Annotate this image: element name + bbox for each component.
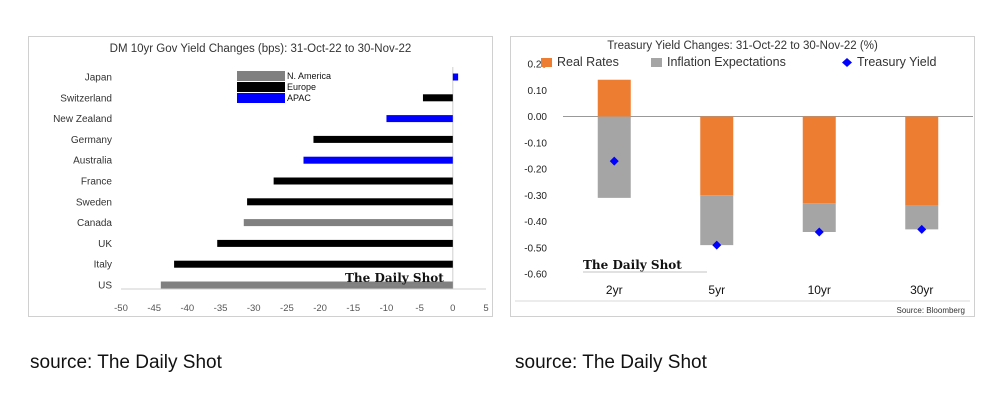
legend-swatch	[237, 82, 285, 92]
real-rates-bar	[905, 116, 939, 206]
y-tick-label: -0.40	[524, 217, 547, 228]
bar	[386, 115, 453, 123]
category-label: Germany	[71, 135, 112, 146]
category-label: Italy	[94, 260, 112, 271]
legend-label: Inflation Expectations	[667, 55, 786, 69]
source-note: Source: Bloomberg	[897, 306, 965, 315]
right-chart-svg: 0.20 0.10 0.00 -0.10 -0.20 -0.30 -0.40 -0.50 -0.…	[515, 55, 973, 315]
bar	[452, 73, 459, 81]
left-chart-svg: Japan Switzerland New Zealand Germany Austra…	[53, 67, 489, 314]
real-rates-bar	[700, 116, 734, 196]
y-tick-label: -0.60	[524, 270, 547, 281]
left-chart-title: DM 10yr Gov Yield Changes (bps): 31-Oct-…	[109, 43, 412, 55]
legend-label: Real Rates	[557, 55, 619, 69]
y-tick-label: -0.50	[524, 243, 547, 254]
treasury-yield-marker	[712, 240, 722, 250]
inflation-expectations-bar	[905, 205, 939, 230]
y-tick-label: -0.30	[524, 191, 547, 202]
y-tick-label: -0.10	[524, 138, 547, 149]
treasury-chart-panel: Treasury Yield Changes: 31-Oct-22 to 30-…	[510, 36, 975, 317]
category-label: 30yr	[910, 283, 933, 297]
legend-swatch	[237, 71, 285, 81]
legend-label: Europe	[287, 82, 316, 92]
left-source-caption: source: The Daily Shot	[30, 352, 222, 373]
x-tick-label: -45	[147, 303, 161, 314]
x-tick-label: -35	[214, 303, 228, 314]
category-label: 5yr	[708, 283, 725, 297]
x-tick-label: -40	[180, 303, 194, 314]
x-tick-label: 5	[483, 303, 488, 314]
right-chart-title: Treasury Yield Changes: 31-Oct-22 to 30-…	[607, 40, 878, 52]
x-tick-label: -50	[114, 303, 128, 314]
category-label: Sweden	[76, 197, 112, 208]
category-label: US	[98, 281, 112, 292]
daily-shot-logo: The Daily Shot	[583, 258, 682, 272]
bar	[217, 239, 453, 247]
category-label: France	[81, 177, 113, 188]
x-tick-label: -25	[280, 303, 294, 314]
bar	[313, 135, 453, 143]
bar	[422, 94, 453, 102]
bar	[273, 177, 453, 185]
category-label: New Zealand	[53, 114, 112, 125]
x-tick-label: -15	[346, 303, 360, 314]
legend-swatch-real-rates	[541, 58, 552, 67]
daily-shot-logo: The Daily Shot	[345, 271, 444, 285]
category-label: 10yr	[808, 283, 831, 297]
legend-swatch-treasury-yield	[842, 58, 852, 67]
category-label: Japan	[85, 73, 112, 84]
treasury-yield-marker	[814, 227, 824, 237]
category-label: Canada	[77, 218, 112, 229]
legend-label: APAC	[287, 93, 311, 103]
real-rates-bar	[802, 116, 836, 204]
real-rates-bar	[597, 79, 631, 117]
bar	[243, 219, 453, 227]
inflation-expectations-bar	[802, 203, 836, 232]
right-source-caption: source: The Daily Shot	[515, 352, 707, 373]
y-tick-label: -0.20	[524, 165, 547, 176]
x-tick-label: -5	[415, 303, 423, 314]
yield-changes-chart-panel: DM 10yr Gov Yield Changes (bps): 31-Oct-…	[28, 36, 493, 317]
legend-label: Treasury Yield	[857, 55, 936, 69]
treasury-yield-marker	[917, 224, 927, 234]
bar	[160, 281, 453, 289]
y-tick-label: 0.20	[528, 60, 548, 71]
x-tick-label: 0	[450, 303, 455, 314]
legend-swatch-inflation	[651, 58, 662, 67]
category-label: 2yr	[606, 283, 623, 297]
legend-label: N. America	[287, 71, 331, 81]
x-tick-label: -10	[380, 303, 394, 314]
y-tick-label: 0.10	[528, 86, 548, 97]
inflation-expectations-bar	[700, 195, 734, 246]
treasury-yield-marker	[609, 156, 619, 166]
bar	[303, 156, 453, 164]
category-label: UK	[98, 239, 112, 250]
category-label: Australia	[73, 156, 112, 167]
x-tick-label: -30	[247, 303, 261, 314]
bar	[174, 260, 453, 268]
category-label: Switzerland	[60, 93, 112, 104]
x-tick-label: -20	[313, 303, 327, 314]
y-tick-label: 0.00	[528, 112, 548, 123]
bar	[247, 198, 453, 206]
legend-swatch	[237, 93, 285, 103]
